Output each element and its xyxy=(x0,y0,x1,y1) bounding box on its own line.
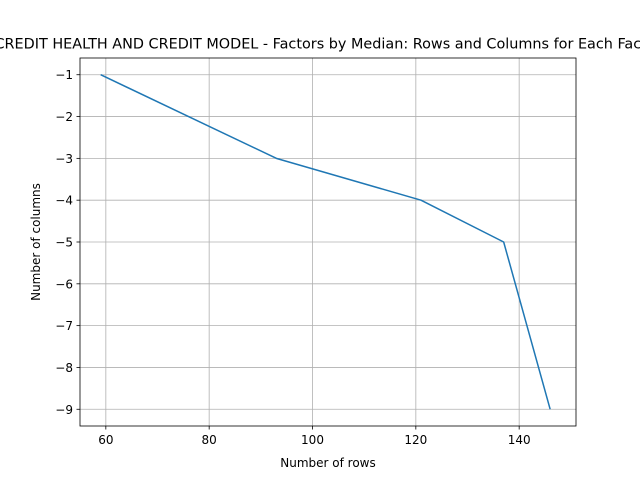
y-tick-label: −7 xyxy=(55,319,73,333)
y-tick-label: −4 xyxy=(55,194,73,208)
x-tick-label: 140 xyxy=(508,433,531,447)
x-tick-label: 120 xyxy=(404,433,427,447)
x-axis: 60 80 100 120 140 xyxy=(98,426,531,447)
series-line xyxy=(100,74,551,410)
y-tick-label: −9 xyxy=(55,403,73,417)
grid-lines xyxy=(80,58,576,426)
y-tick-label: −8 xyxy=(55,361,73,375)
chart-title: CREDIT HEALTH AND CREDIT MODEL - Factors… xyxy=(0,37,640,53)
y-axis: −1 −2 −3 −4 −5 −6 −7 −8 −9 xyxy=(55,68,80,417)
y-tick-label: −5 xyxy=(55,236,73,250)
x-tick-label: 60 xyxy=(98,433,113,447)
x-tick-label: 80 xyxy=(202,433,217,447)
y-tick-label: −2 xyxy=(55,110,73,124)
series-layer xyxy=(100,74,551,410)
x-axis-label: Number of rows xyxy=(280,456,375,470)
x-tick-label: 100 xyxy=(301,433,324,447)
y-axis-label: Number of columns xyxy=(29,183,43,301)
y-tick-label: −1 xyxy=(55,68,73,82)
y-tick-label: −3 xyxy=(55,152,73,166)
y-tick-label: −6 xyxy=(55,277,73,291)
